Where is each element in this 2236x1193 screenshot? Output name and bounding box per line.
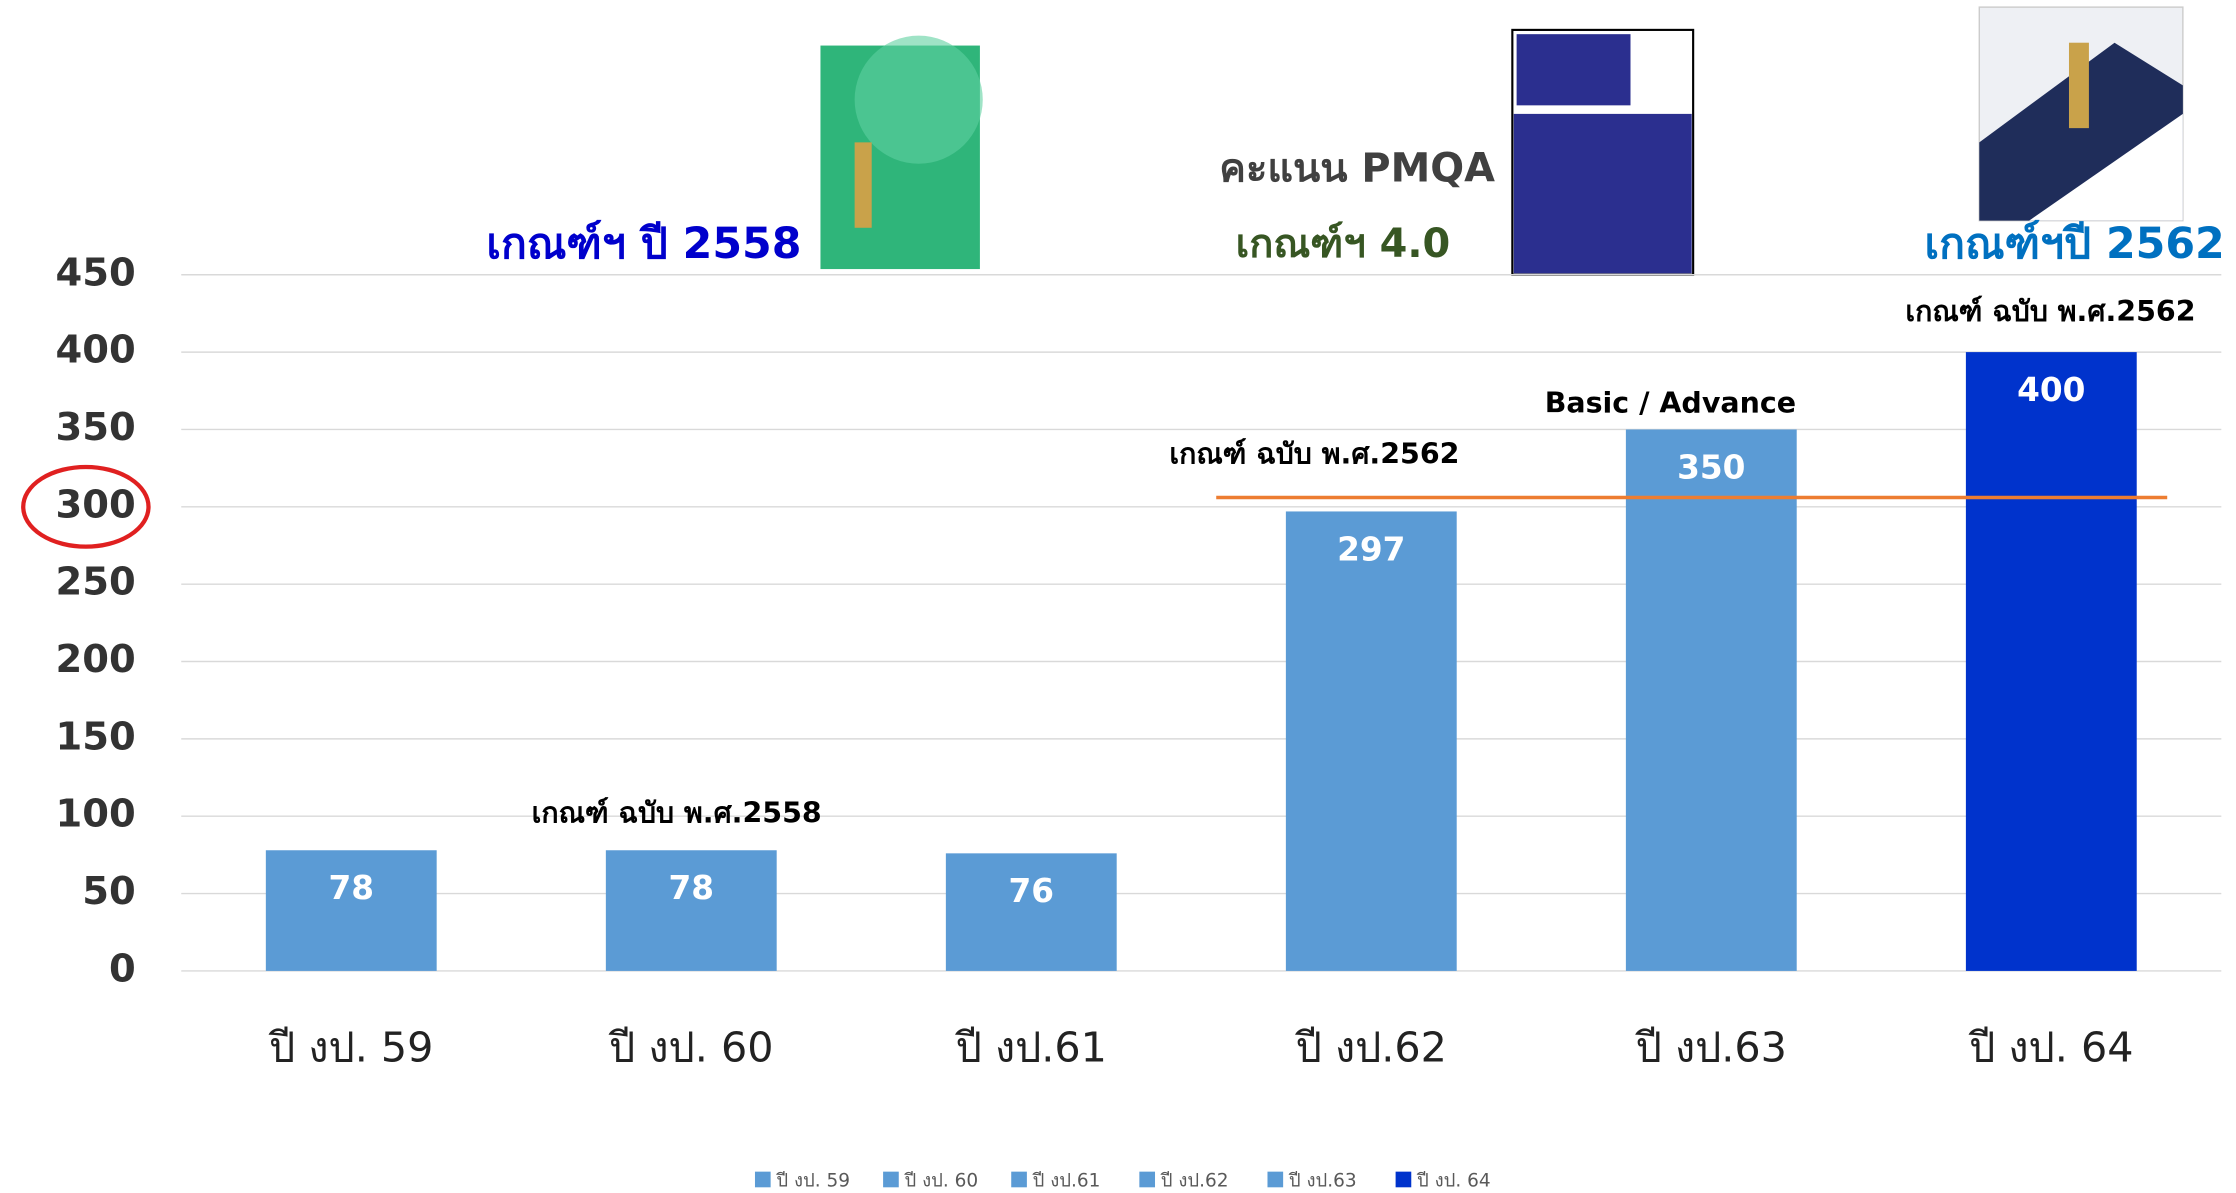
x-tick-label: ปี งป. 59 xyxy=(268,1024,433,1072)
y-tick-label: 300 xyxy=(55,482,135,527)
legend-label: ปี งป.61 xyxy=(1032,1171,1101,1192)
y-tick-label: 450 xyxy=(55,250,135,295)
annotation: เกณฑ์ฯ 4.0 xyxy=(1236,221,1451,267)
y-tick-label: 200 xyxy=(55,637,135,682)
data-label: 76 xyxy=(1008,872,1054,910)
legend-swatch xyxy=(755,1172,771,1188)
x-tick-label: ปี งป.61 xyxy=(955,1024,1107,1072)
legend-swatch xyxy=(883,1172,899,1188)
data-label: 297 xyxy=(1337,530,1405,568)
x-tick-label: ปี งป. 64 xyxy=(1968,1024,2133,1072)
y-tick-label: 50 xyxy=(82,869,135,914)
legend-label: ปี งป.63 xyxy=(1288,1171,1357,1192)
bar xyxy=(1966,352,2137,971)
bar xyxy=(1626,429,1797,970)
legend-swatch xyxy=(1011,1172,1027,1188)
legend-swatch xyxy=(1267,1172,1283,1188)
bar xyxy=(1286,511,1457,970)
legend-label: ปี งป. 64 xyxy=(1416,1171,1491,1192)
y-tick-label: 400 xyxy=(55,328,135,373)
y-tick-label: 0 xyxy=(109,946,136,991)
chart: 0 50 100 150 200 250 300 350 400 450 ปี งป. 59 78 ปี… xyxy=(0,0,2236,1193)
page: {"chart_data":{"type":"bar", "categories… xyxy=(0,0,2236,1193)
x-tick-label: ปี งป. 60 xyxy=(608,1024,773,1072)
data-label: 78 xyxy=(328,869,374,907)
annotation: เกณฑ์ ฉบับ พ.ศ.2562 xyxy=(1905,295,2195,328)
cover-2562 xyxy=(1979,7,2183,221)
annotation: คะแนน PMQA xyxy=(1219,145,1495,191)
legend-label: ปี งป.62 xyxy=(1160,1171,1229,1192)
annotation: เกณฑ์ ฉบับ พ.ศ.2562 xyxy=(1169,438,1459,471)
data-label: 78 xyxy=(668,869,714,907)
cover-2558 xyxy=(820,36,982,269)
cover-4-0 xyxy=(1512,30,1693,275)
y-tick-label: 350 xyxy=(55,405,135,450)
data-label: 400 xyxy=(2017,371,2085,409)
y-tick-label: 100 xyxy=(55,792,135,837)
annotation: Basic / Advance xyxy=(1545,386,1796,419)
y-tick-label: 250 xyxy=(55,560,135,605)
legend-swatch xyxy=(1396,1172,1412,1188)
legend-swatch xyxy=(1139,1172,1155,1188)
x-tick-label: ปี งป.63 xyxy=(1635,1024,1787,1072)
annotation: เกณฑ์ฯปี 2562 xyxy=(1925,219,2225,269)
y-tick-label: 150 xyxy=(55,714,135,759)
annotation: เกณฑ์ ฉบับ พ.ศ.2558 xyxy=(532,796,822,829)
data-label: 350 xyxy=(1677,448,1745,486)
bar xyxy=(946,853,1117,971)
legend-label: ปี งป. 60 xyxy=(903,1171,978,1192)
x-tick-label: ปี งป.62 xyxy=(1295,1024,1447,1072)
annotation: เกณฑ์ฯ ปี 2558 xyxy=(486,219,801,269)
legend-label: ปี งป. 59 xyxy=(775,1171,850,1192)
